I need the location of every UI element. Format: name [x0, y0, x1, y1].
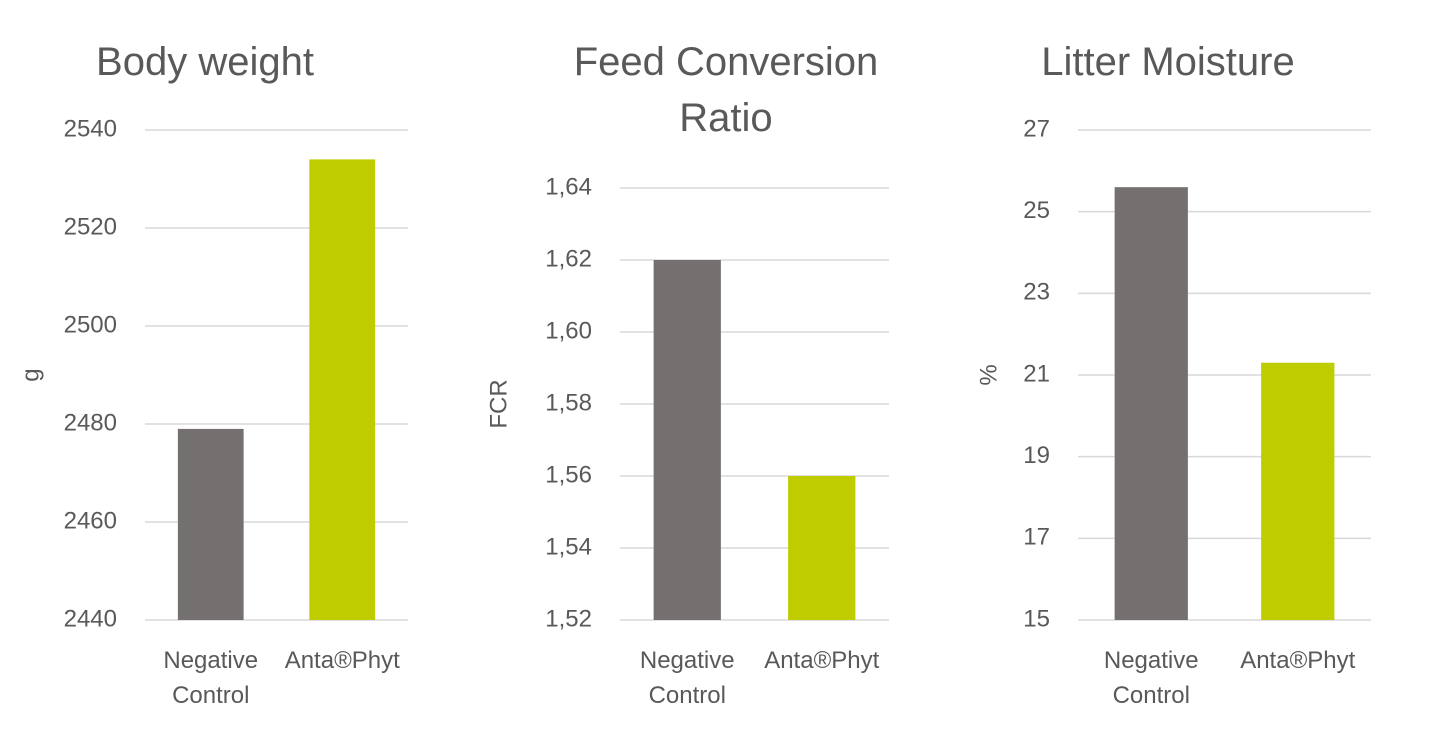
y-tick-label: 1,52	[545, 605, 592, 632]
y-tick-label: 2480	[64, 409, 117, 436]
bar	[177, 428, 244, 620]
y-tick-label: 1,60	[545, 317, 592, 344]
bar	[1261, 362, 1335, 620]
x-tick-label: Negative Control	[163, 647, 259, 709]
bar	[1114, 187, 1188, 620]
x-tick-label: Negative Control	[1103, 647, 1199, 709]
y-tick-label: 2460	[64, 507, 117, 534]
y-tick-label: 1,62	[545, 245, 592, 272]
y-tick-label: 1,64	[545, 173, 592, 200]
y-tick-label: 25	[1023, 197, 1050, 224]
y-tick-label: 1,56	[545, 461, 592, 488]
y-axis-label: %	[975, 364, 1002, 385]
y-tick-label: 23	[1023, 279, 1050, 306]
y-tick-label: 1,58	[545, 389, 592, 416]
y-tick-label: 21	[1023, 360, 1050, 387]
y-tick-label: 1,54	[545, 533, 592, 560]
bar	[309, 159, 376, 620]
chart-title: Feed Conversion Ratio	[573, 40, 879, 140]
x-tick-label: Anta®Phyt	[1240, 647, 1356, 674]
chart-title: Body weight	[96, 40, 314, 84]
y-tick-label: 2440	[64, 605, 117, 632]
y-tick-label: 2520	[64, 213, 117, 240]
x-tick-label: Anta®Phyt	[284, 647, 400, 674]
bar	[653, 260, 721, 620]
y-tick-label: 17	[1023, 524, 1050, 551]
y-tick-label: 2540	[64, 115, 117, 142]
y-tick-label: 27	[1023, 115, 1050, 142]
y-tick-label: 15	[1023, 605, 1050, 632]
x-tick-label: Negative Control	[639, 647, 735, 709]
bar	[788, 476, 856, 620]
y-tick-label: 19	[1023, 442, 1050, 469]
y-axis-label: g	[17, 368, 44, 381]
chart-title: Litter Moisture	[1041, 40, 1295, 84]
y-axis-label: FCR	[485, 379, 512, 428]
y-tick-label: 2500	[64, 311, 117, 338]
x-tick-label: Anta®Phyt	[764, 647, 880, 674]
